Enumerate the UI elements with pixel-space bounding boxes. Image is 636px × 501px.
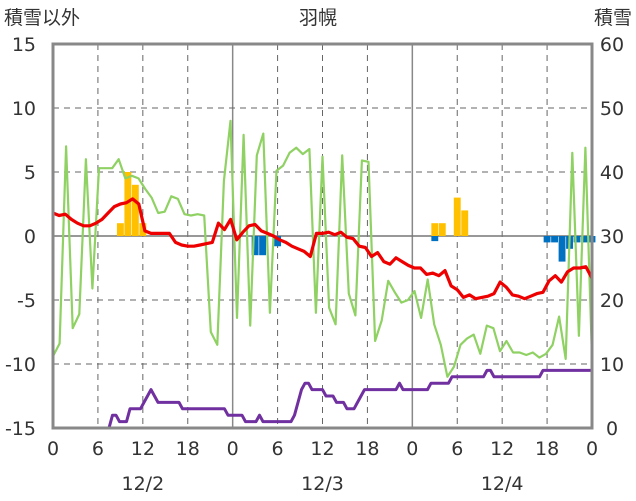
snowfall-bar bbox=[139, 223, 147, 236]
x-tick-label: 6 bbox=[451, 438, 463, 460]
snowfall-bar bbox=[453, 197, 461, 236]
right-tick-label: 60 bbox=[600, 34, 624, 56]
snow-decrease-bar bbox=[259, 236, 267, 256]
x-tick-label: 12 bbox=[131, 438, 155, 460]
snowfall-bar bbox=[461, 210, 469, 236]
snow-decrease-bar bbox=[558, 236, 566, 262]
x-tick-label: 6 bbox=[272, 438, 284, 460]
left-tick-label: 15 bbox=[12, 34, 36, 56]
left-tick-label: -10 bbox=[5, 354, 36, 376]
x-tick-label: 0 bbox=[47, 438, 59, 460]
snow-decrease-bar bbox=[274, 236, 282, 247]
snow-decrease-bar bbox=[431, 236, 439, 242]
x-tick-label: 12 bbox=[490, 438, 514, 460]
left-tick-label: 0 bbox=[24, 226, 36, 248]
left-tick-label: -15 bbox=[5, 418, 36, 440]
left-tick-label: -5 bbox=[17, 290, 36, 312]
left-tick-label: 5 bbox=[24, 162, 36, 184]
wind-line bbox=[52, 119, 594, 378]
left-tick-label: 10 bbox=[12, 98, 36, 120]
x-tick-label: 18 bbox=[355, 438, 379, 460]
date-label: 12/3 bbox=[301, 473, 344, 495]
snow-decrease-bar bbox=[251, 236, 259, 256]
x-tick-label: 0 bbox=[227, 438, 239, 460]
bar-layer bbox=[116, 172, 596, 262]
snow-depth-line bbox=[53, 368, 592, 430]
right-tick-labels: 60 50 40 30 20 10 0 bbox=[600, 34, 624, 440]
chart-title: 羽幌 bbox=[299, 7, 337, 29]
gridlines bbox=[53, 44, 592, 428]
snowfall-bar bbox=[431, 223, 439, 236]
line-layer bbox=[52, 119, 594, 430]
left-axis-title: 積雪以外 bbox=[4, 7, 80, 29]
x-tick-labels: 0 6 12 18 0 6 12 18 0 6 12 18 0 bbox=[47, 438, 598, 460]
right-tick-label: 50 bbox=[600, 98, 624, 120]
x-tick-label: 12 bbox=[310, 438, 334, 460]
date-label: 12/2 bbox=[121, 473, 164, 495]
right-tick-label: 10 bbox=[600, 354, 624, 376]
snowfall-bar bbox=[124, 172, 132, 236]
x-tick-label: 18 bbox=[535, 438, 559, 460]
temperature-line bbox=[52, 197, 594, 301]
snow-decrease-bar bbox=[543, 236, 551, 243]
snow-decrease-bar bbox=[573, 236, 581, 243]
left-tick-labels: 15 10 5 0 -5 -10 -15 bbox=[5, 34, 36, 440]
right-tick-label: 0 bbox=[606, 418, 618, 440]
right-tick-label: 30 bbox=[600, 226, 624, 248]
x-tick-label: 18 bbox=[176, 438, 200, 460]
right-tick-label: 40 bbox=[600, 162, 624, 184]
snow-decrease-bar bbox=[551, 236, 559, 243]
snowfall-bar bbox=[116, 223, 124, 236]
x-tick-label: 0 bbox=[406, 438, 418, 460]
plot-frame bbox=[51, 42, 594, 430]
snowfall-bar bbox=[131, 184, 139, 236]
x-tick-label: 0 bbox=[586, 438, 598, 460]
date-labels: 12/2 12/3 12/4 bbox=[121, 473, 523, 495]
x-tick-label: 6 bbox=[92, 438, 104, 460]
right-tick-label: 20 bbox=[600, 290, 624, 312]
snowfall-bar bbox=[438, 223, 446, 236]
date-label: 12/4 bbox=[481, 473, 524, 495]
snow-decrease-bar bbox=[581, 236, 588, 243]
right-axis-title: 積雪 bbox=[594, 7, 632, 29]
